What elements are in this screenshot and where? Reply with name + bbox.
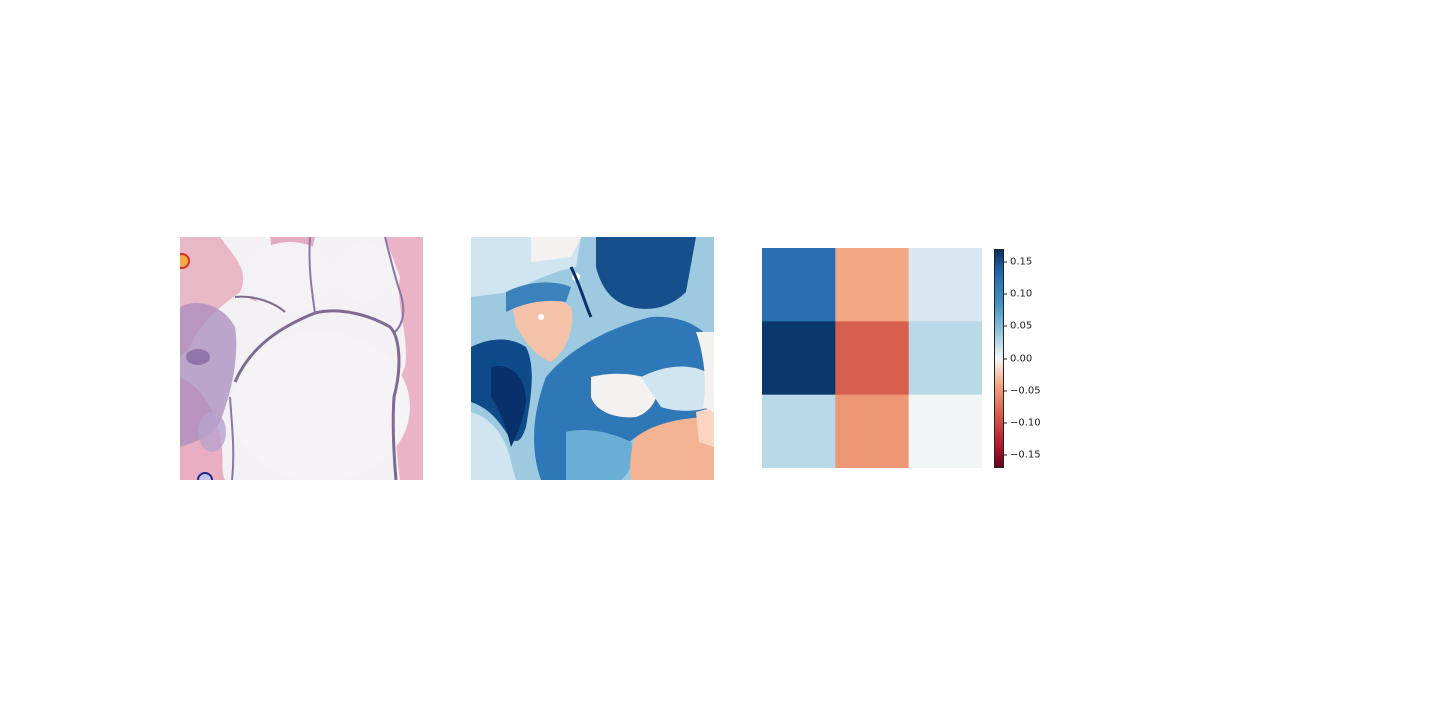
colorbar-tick-mark — [1004, 390, 1007, 392]
colorbar-gradient — [995, 250, 1003, 467]
segmentation-map — [471, 237, 714, 480]
histology-image — [180, 237, 423, 480]
colorbar-tick-mark — [1004, 325, 1007, 327]
colorbar-tick-label: 0.05 — [1010, 320, 1033, 332]
heatmap-grid — [762, 248, 982, 468]
heatmap-cell-r0-c1 — [835, 248, 910, 322]
colorbar-tick-mark — [1004, 261, 1007, 263]
heatmap — [762, 248, 982, 468]
colorbar-tick-label: 0.00 — [1010, 353, 1033, 364]
heatmap-cell-r1-c2 — [908, 321, 982, 396]
colorbar-tick-mark — [1004, 358, 1007, 359]
heatmap-cell-r2-c0 — [762, 394, 836, 468]
colorbar-tick: 0.15 — [1004, 256, 1032, 267]
heatmap-cell-r2-c1 — [835, 394, 910, 468]
colorbar-tick-label: −0.05 — [1010, 385, 1041, 397]
colorbar — [994, 249, 1004, 468]
heatmap-cell-r2-c2 — [908, 394, 982, 468]
histology-drawing — [180, 237, 423, 480]
colorbar-tick: 0.05 — [1004, 321, 1032, 332]
colorbar-tick-label: −0.10 — [1010, 417, 1041, 429]
colorbar-tick: −0.10 — [1004, 417, 1041, 428]
colorbar-tick-mark — [1004, 454, 1007, 456]
heatmap-cell-r1-c1 — [835, 321, 910, 396]
heatmap-cell-r0-c0 — [762, 248, 836, 322]
colorbar-tick: −0.05 — [1004, 385, 1041, 396]
colorbar-tick-label: 0.15 — [1010, 256, 1033, 268]
colorbar-tick: 0.00 — [1004, 353, 1032, 364]
colorbar-ticks: 0.15 0.10 0.05 0.00 −0.05 −0.10 −0.15 — [1004, 249, 1064, 468]
heatmap-cell-r1-c0 — [762, 321, 836, 396]
colorbar-tick: 0.10 — [1004, 289, 1032, 300]
colorbar-tick: −0.15 — [1004, 450, 1041, 461]
colorbar-tick-mark — [1004, 293, 1007, 295]
colorbar-tick-mark — [1004, 422, 1007, 424]
colorbar-tick-label: −0.15 — [1010, 449, 1041, 461]
colorbar-tick-label: 0.10 — [1010, 288, 1033, 300]
heatmap-cell-r0-c2 — [908, 248, 982, 322]
segmentation-drawing — [471, 237, 714, 480]
